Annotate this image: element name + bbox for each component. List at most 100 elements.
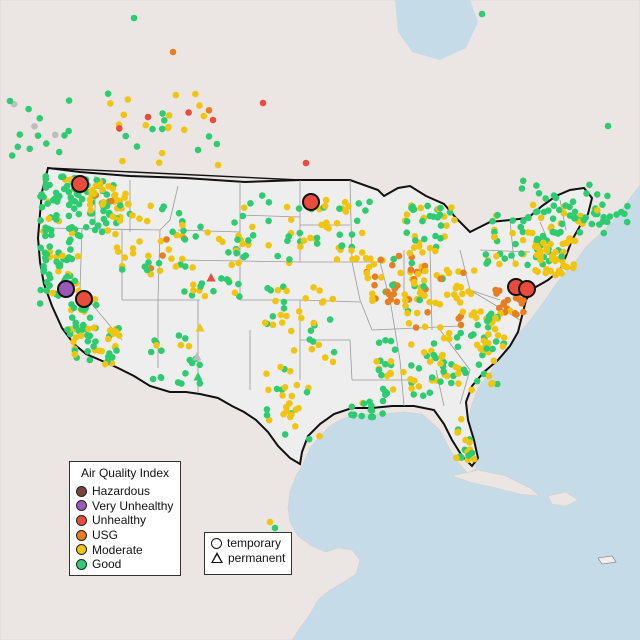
cuba (450, 469, 541, 497)
aqi-marker (404, 309, 411, 317)
aqi-marker (511, 310, 519, 317)
aqi-marker (265, 242, 272, 249)
aqi-marker (205, 107, 213, 114)
aqi-marker (375, 339, 383, 347)
aqi-marker (509, 217, 516, 224)
aqi-marker (56, 192, 63, 200)
aqi-marker (307, 327, 315, 335)
aqi-marker (426, 389, 434, 397)
aqi-marker (550, 202, 558, 209)
aqi-marker (485, 372, 493, 380)
aqi-marker (115, 248, 122, 255)
aqi-marker (350, 412, 357, 419)
aqi-marker (234, 236, 241, 243)
aqi-marker (102, 360, 109, 368)
aqi-marker (120, 111, 128, 119)
aqi-marker (239, 240, 246, 248)
aqi-marker (379, 385, 387, 393)
aqi-marker (624, 202, 631, 210)
aqi-marker (494, 211, 501, 219)
aqi-marker (161, 117, 168, 124)
aqi-marker (104, 227, 112, 234)
aqi-marker (310, 284, 317, 291)
aqi-marker (59, 252, 66, 259)
aqi-marker (185, 342, 193, 350)
aqi-marker (75, 210, 83, 218)
aqi-marker (300, 237, 308, 244)
aqi-marker (368, 407, 376, 415)
aqi-marker (153, 342, 160, 349)
aqi-marker (45, 215, 53, 222)
aqi-marker (414, 270, 422, 278)
aqi-marker (122, 190, 129, 198)
aqi-marker (448, 204, 455, 211)
aqi-marker (164, 124, 172, 132)
aqi-marker (426, 358, 434, 365)
aqi-marker (437, 235, 444, 242)
aqi-marker (200, 112, 208, 120)
aqi-marker (84, 331, 91, 339)
aqi-marker (600, 229, 608, 237)
aqi-marker (313, 234, 321, 242)
aqi-marker (353, 217, 361, 225)
aqi-marker (119, 157, 126, 165)
aqi-marker (308, 345, 316, 353)
aqi-marker (231, 219, 238, 226)
aqi-marker (382, 360, 389, 368)
aqi-marker (159, 110, 166, 117)
aqi-marker (181, 236, 189, 243)
aqi-marker (537, 256, 544, 264)
legend-item-hazardous: Hazardous (76, 484, 174, 499)
good-swatch (76, 558, 87, 570)
aqi-marker (186, 356, 194, 364)
aqi-marker (403, 211, 411, 218)
aqi-marker (145, 259, 152, 266)
aqi-marker (74, 252, 82, 260)
aqi-marker (534, 268, 541, 276)
aqi-marker (165, 112, 173, 119)
aqi-marker (89, 218, 96, 226)
aqi-marker (582, 214, 589, 221)
aqi-marker (542, 195, 549, 202)
aqi-marker-permanent (192, 352, 202, 361)
aqi-marker (333, 219, 341, 227)
aqi-marker (492, 314, 499, 322)
aqi-marker (182, 370, 189, 377)
aqi-marker (421, 235, 428, 243)
aqi-marker (525, 214, 532, 222)
hispaniola (547, 491, 579, 507)
aqi-marker (558, 270, 565, 277)
aqi-marker (389, 261, 396, 269)
aqi-marker (36, 300, 44, 307)
aqi-marker (465, 452, 472, 459)
aqi-marker (263, 370, 270, 378)
aqi-marker (518, 185, 526, 192)
aqi-marker (305, 435, 313, 443)
aqi-marker (524, 261, 531, 269)
aqi-marker (378, 371, 385, 379)
aqi-marker (369, 297, 376, 305)
aqi-marker (428, 374, 436, 381)
aqi-marker (86, 314, 94, 322)
aqi-marker (213, 140, 221, 148)
aqi-marker (272, 297, 279, 305)
canada-border (47, 167, 301, 181)
aqi-marker (445, 335, 453, 343)
aqi-marker (387, 358, 395, 365)
aqi-marker (566, 212, 574, 219)
aqi-marker (395, 252, 403, 260)
aqi-marker (383, 288, 391, 296)
aqi-marker (445, 329, 453, 337)
aqi-marker (263, 411, 271, 419)
aqi-marker (516, 296, 523, 303)
aqi-marker (543, 247, 551, 255)
aqi-marker (192, 90, 199, 98)
aqi-marker (400, 368, 407, 376)
aqi-marker (520, 217, 527, 225)
aqi-marker (290, 347, 298, 354)
aqi-marker (348, 403, 356, 411)
aqi-marker (412, 324, 420, 331)
legend-item-temporary: temporary (211, 536, 285, 551)
aqi-marker (355, 200, 363, 207)
aqi-marker (535, 190, 543, 197)
